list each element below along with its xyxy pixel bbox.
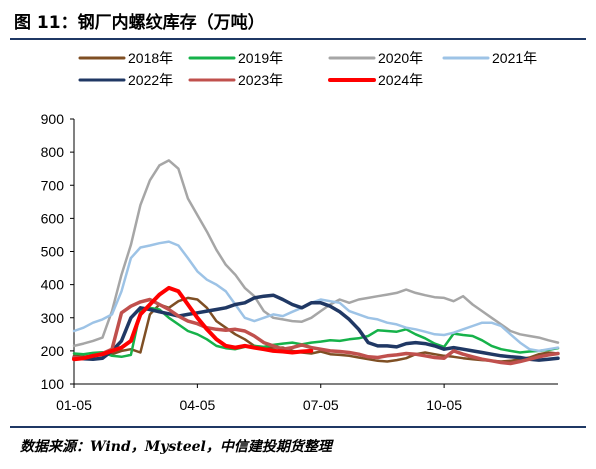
x-tick-label: 10-05: [426, 397, 462, 413]
legend-label: 2024年: [378, 72, 423, 88]
legend-label: 2020年: [378, 50, 423, 66]
x-tick-label: 04-05: [179, 397, 215, 413]
series-line-2019年: [72, 306, 560, 359]
y-tick-label: 800: [41, 144, 65, 160]
legend-label: 2022年: [128, 72, 173, 88]
y-tick-label: 300: [41, 310, 65, 326]
x-tick-label: 01-05: [56, 397, 92, 413]
y-tick-label: 700: [41, 177, 65, 193]
series-line-2024年: [72, 285, 314, 362]
y-tick-label: 100: [41, 376, 65, 392]
y-tick-label: 400: [41, 277, 65, 293]
legend-label: 2023年: [238, 72, 283, 88]
y-tick-label: 200: [41, 343, 65, 359]
x-tick-label: 07-05: [303, 397, 339, 413]
series-line-2020年: [72, 159, 560, 348]
legend-label: 2019年: [238, 50, 283, 66]
y-tick-label: 500: [41, 244, 65, 260]
source-note: 数据来源：Wind，Mysteel，中信建投期货整理: [20, 439, 332, 455]
y-tick-label: 900: [41, 111, 65, 127]
top-rule: [10, 38, 586, 40]
bottom-rule: [10, 426, 586, 428]
chart-title: 图 11：钢厂内螺纹库存（万吨）: [14, 13, 265, 33]
legend-label: 2018年: [128, 50, 173, 66]
series-line-2021年: [72, 240, 560, 353]
legend-label: 2021年: [492, 50, 537, 66]
series-line-2022年: [72, 293, 560, 362]
y-tick-label: 600: [41, 210, 65, 226]
